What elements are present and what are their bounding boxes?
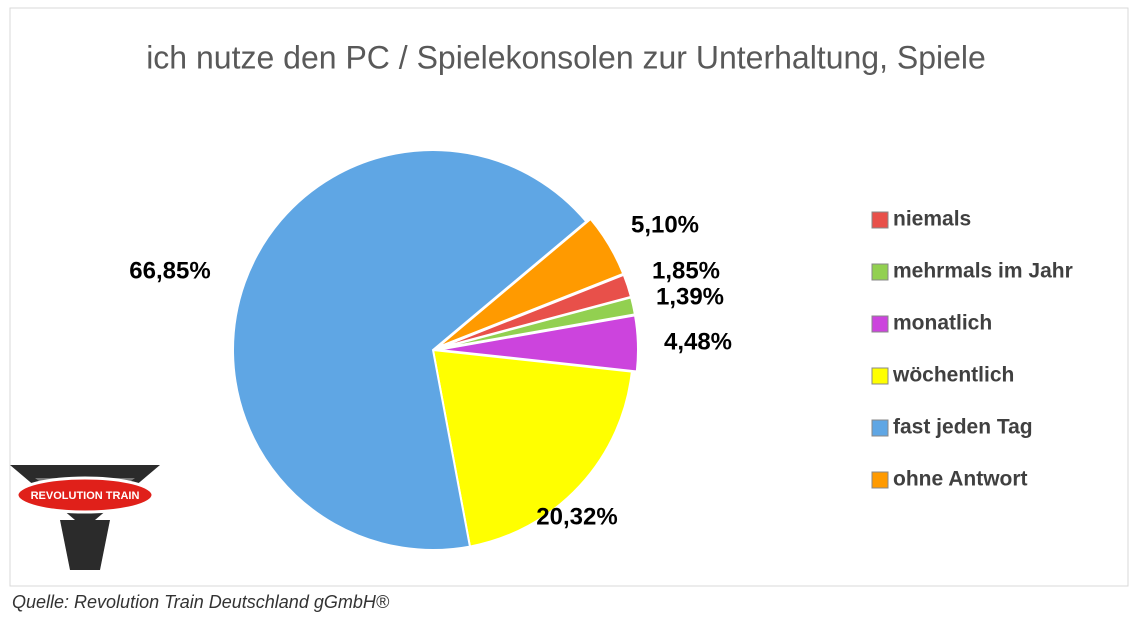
chart-title: ich nutze den PC / Spielekonsolen zur Un… [146, 39, 986, 75]
pie-slice [436, 217, 625, 349]
legend-label: monatlich [893, 312, 992, 335]
legend-label: ohne Antwort [893, 468, 1028, 491]
data-label: 4,48% [664, 328, 732, 355]
pie-slice [437, 314, 639, 373]
legend-swatch [871, 419, 889, 437]
data-label: 66,85% [129, 257, 210, 284]
pie-slice [431, 348, 633, 548]
data-label: 20,32% [536, 503, 617, 530]
legend-swatch [871, 471, 889, 489]
legend-label: fast jeden Tag [893, 416, 1033, 439]
legend-swatch [871, 315, 889, 333]
legend-label: niemals [893, 208, 971, 231]
legend-swatch [871, 263, 889, 281]
data-label: 1,39% [656, 283, 724, 310]
data-label: 1,85% [652, 257, 720, 284]
logo-text: REVOLUTION TRAIN [31, 490, 140, 502]
data-label: 5,10% [631, 211, 699, 238]
legend-label: mehrmals im Jahr [893, 260, 1073, 283]
logo: REVOLUTION TRAIN [10, 465, 160, 570]
legend-label: wöchentlich [892, 364, 1014, 387]
legend-swatch [871, 367, 889, 385]
legend-swatch [871, 211, 889, 229]
pie-slice [232, 149, 588, 551]
source: Quelle: Revolution Train Deutschland gGm… [12, 592, 390, 612]
